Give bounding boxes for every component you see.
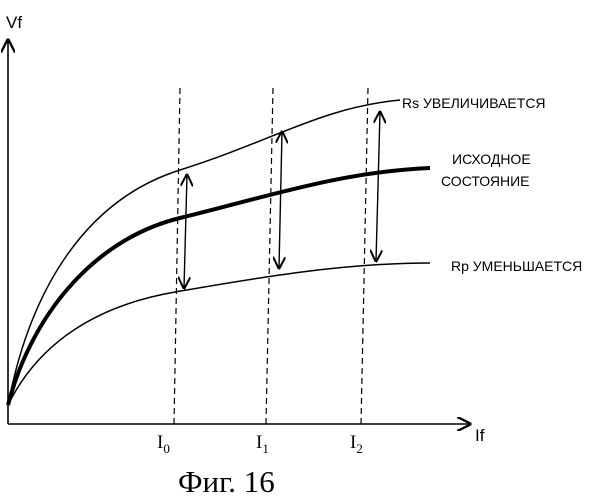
guide-line-i2 [361,88,368,424]
label-rp-decreases: Rp УМЕНЬШАЕТСЯ [451,258,582,274]
tick-label-i2: I2 [350,432,363,456]
y-axis-label: Vf [6,13,22,32]
curve-initial-state [8,168,430,405]
x-axis-label: If [475,426,485,445]
label-rs-increases: Rs УВЕЛИЧИВАЕТСЯ [402,95,546,111]
figure-caption: Фиг. 16 [178,464,275,499]
curve-rs-increases [8,100,400,405]
shift-arrow-i2 [376,112,380,261]
shift-arrow-i0 [184,175,187,288]
tick-label-i1: I1 [256,432,269,456]
tick-label-i0: I0 [157,432,170,456]
guide-line-i0 [174,88,180,424]
label-initial-state-line2: СОСТОЯНИЕ [441,173,529,189]
shift-arrow-i1 [279,132,282,268]
label-initial-state-line1: ИСХОДНОЕ [452,151,531,167]
